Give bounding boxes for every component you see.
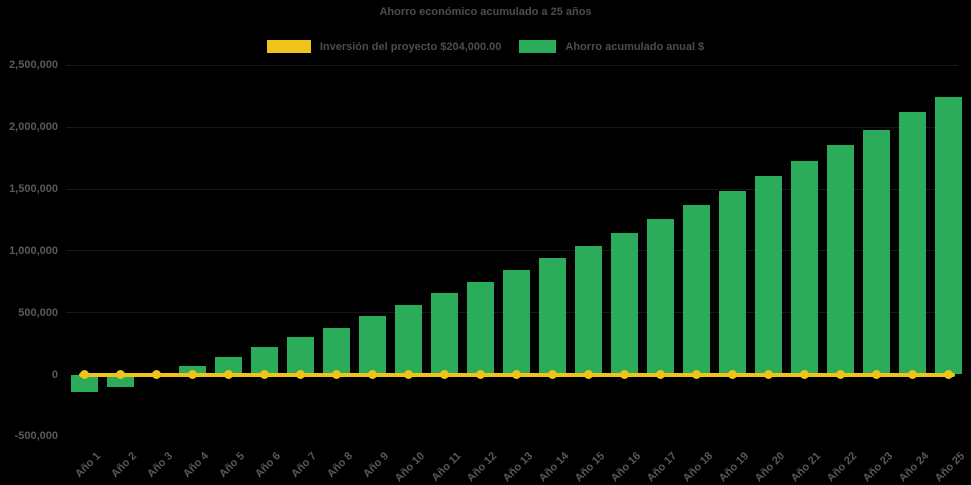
bar-año-10 [395, 305, 423, 375]
bar-año-18 [683, 205, 711, 375]
investment-line-marker [764, 370, 774, 379]
x-axis-label: Año 24 [896, 450, 932, 485]
investment-line-marker [187, 370, 197, 379]
legend-label-savings: Ahorro acumulado anual $ [565, 40, 705, 53]
investment-line-marker [800, 370, 810, 379]
bar-año-12 [467, 281, 495, 375]
y-axis-label: -500,000 [14, 430, 58, 443]
x-axis-label: Año 20 [752, 450, 788, 485]
x-axis-label: Año 18 [680, 450, 716, 485]
bar-año-15 [575, 245, 603, 375]
x-axis-label: Año 22 [824, 450, 860, 485]
bar-año-25 [935, 96, 963, 375]
investment-line-marker [440, 370, 450, 379]
x-axis-label: Año 7 [288, 450, 320, 481]
y-axis-label: 2,000,000 [9, 121, 58, 134]
x-axis-label: Año 25 [932, 450, 968, 485]
investment-line-marker [368, 370, 378, 379]
bar-año-1 [70, 374, 98, 392]
investment-line-marker [404, 370, 414, 379]
investment-line-marker [476, 370, 486, 379]
investment-line-marker [620, 370, 630, 379]
investment-line-marker [332, 370, 342, 379]
bar-año-20 [755, 176, 783, 375]
x-axis-label: Año 8 [324, 450, 356, 481]
bar-año-13 [503, 270, 531, 375]
investment-line-marker [728, 370, 738, 379]
bar-año-7 [287, 337, 315, 375]
y-axis-label: 500,000 [18, 306, 58, 319]
x-axis-label: Año 23 [860, 450, 896, 485]
x-axis-label: Año 16 [608, 450, 644, 485]
bar-año-24 [899, 112, 927, 375]
investment-line-marker [79, 370, 89, 379]
bar-año-23 [863, 129, 891, 375]
y-axis-label: 1,500,000 [9, 183, 58, 195]
investment-line-marker [872, 370, 882, 379]
y-axis-label: 1,000,000 [9, 244, 58, 257]
y-axis-label: 0 [51, 368, 58, 381]
x-axis-label: Año 1 [72, 450, 103, 481]
chart-title: Ahorro económico acumulado a 25 años [379, 6, 592, 18]
investment-line-marker [656, 370, 666, 379]
legend-item-savings: Ahorro acumulado anual $ [519, 40, 704, 53]
x-axis-label: Año 2 [108, 450, 139, 481]
gridline [66, 188, 958, 190]
investment-line-marker [115, 370, 125, 379]
x-axis-label: Año 6 [252, 450, 283, 481]
bar-año-14 [539, 257, 567, 375]
x-axis-label: Año 17 [644, 450, 680, 485]
investment-line-marker [223, 370, 233, 379]
gridline [66, 64, 958, 66]
x-axis-label: Año 13 [500, 450, 536, 485]
gridline [66, 250, 958, 252]
x-axis-label: Año 15 [572, 450, 608, 485]
bar-año-21 [791, 160, 819, 375]
bar-año-6 [251, 347, 278, 375]
x-axis-label: Año 14 [536, 450, 572, 485]
x-axis-label: Año 11 [429, 450, 464, 484]
x-axis-label: Año 4 [180, 450, 211, 481]
bar-año-16 [611, 232, 639, 375]
bar-año-9 [359, 316, 387, 375]
legend-item-investment: Inversión del proyecto $204,000.00 [266, 40, 502, 53]
legend-label-investment: Inversión del proyecto $204,000.00 [319, 40, 502, 53]
bar-año-17 [647, 219, 675, 375]
investment-line-marker [296, 370, 306, 379]
x-axis-label: Año 3 [144, 450, 175, 481]
bar-año-5 [214, 356, 242, 375]
investment-line-marker [584, 370, 594, 379]
investment-line-marker [944, 370, 954, 379]
investment-line-marker [151, 370, 161, 379]
y-axis-label: 2,500,000 [9, 59, 58, 72]
investment-line-marker [836, 370, 846, 379]
x-axis-label: Año 10 [392, 450, 428, 485]
investment-line-marker [908, 370, 918, 379]
x-axis-label: Año 5 [216, 450, 247, 481]
bar-año-2 [106, 374, 134, 387]
bar-año-22 [827, 145, 855, 375]
bar-año-19 [719, 191, 747, 375]
gridline [66, 126, 958, 128]
legend: Inversión del proyecto $204,000.00 Ahorr… [0, 40, 971, 53]
bar-año-11 [431, 293, 459, 375]
x-axis-label: Año 12 [464, 450, 500, 485]
investment-line-marker [692, 370, 702, 379]
savings-swatch-icon [519, 40, 557, 53]
x-axis-label: Año 21 [788, 450, 824, 485]
x-axis-label: Año 9 [360, 450, 392, 481]
investment-line-marker [512, 370, 522, 379]
investment-line-marker [260, 370, 269, 379]
investment-line-marker [548, 370, 558, 379]
x-axis-label: Año 19 [716, 450, 752, 485]
bar-año-8 [323, 327, 351, 375]
investment-swatch-icon [266, 40, 311, 53]
